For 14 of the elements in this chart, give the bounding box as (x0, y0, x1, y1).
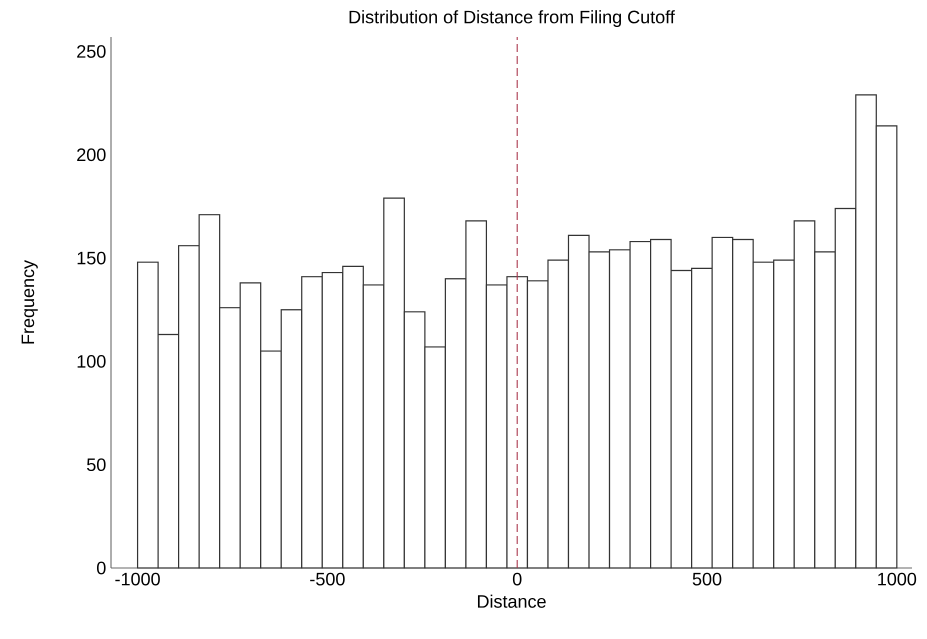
y-tick-label: 250 (77, 45, 106, 58)
y-tick-label: 50 (86, 458, 106, 472)
x-axis-title: Distance (478, 594, 546, 608)
chart-title: Distribution of Distance from Filing Cutoff (350, 10, 675, 27)
y-tick-label: 200 (77, 148, 106, 162)
y-tick-label: 100 (78, 355, 106, 368)
x-tick-label: 0 (512, 572, 522, 586)
y-axis-title: Frequency (22, 260, 38, 344)
y-tick-label: 0 (96, 562, 106, 574)
x-tick-label: -1000 (115, 572, 160, 586)
x-tick-label: 1000 (878, 572, 916, 586)
x-tick-label: 500 (692, 572, 722, 586)
y-tick-label: 150 (78, 252, 106, 264)
x-tick-label: -500 (310, 572, 345, 586)
